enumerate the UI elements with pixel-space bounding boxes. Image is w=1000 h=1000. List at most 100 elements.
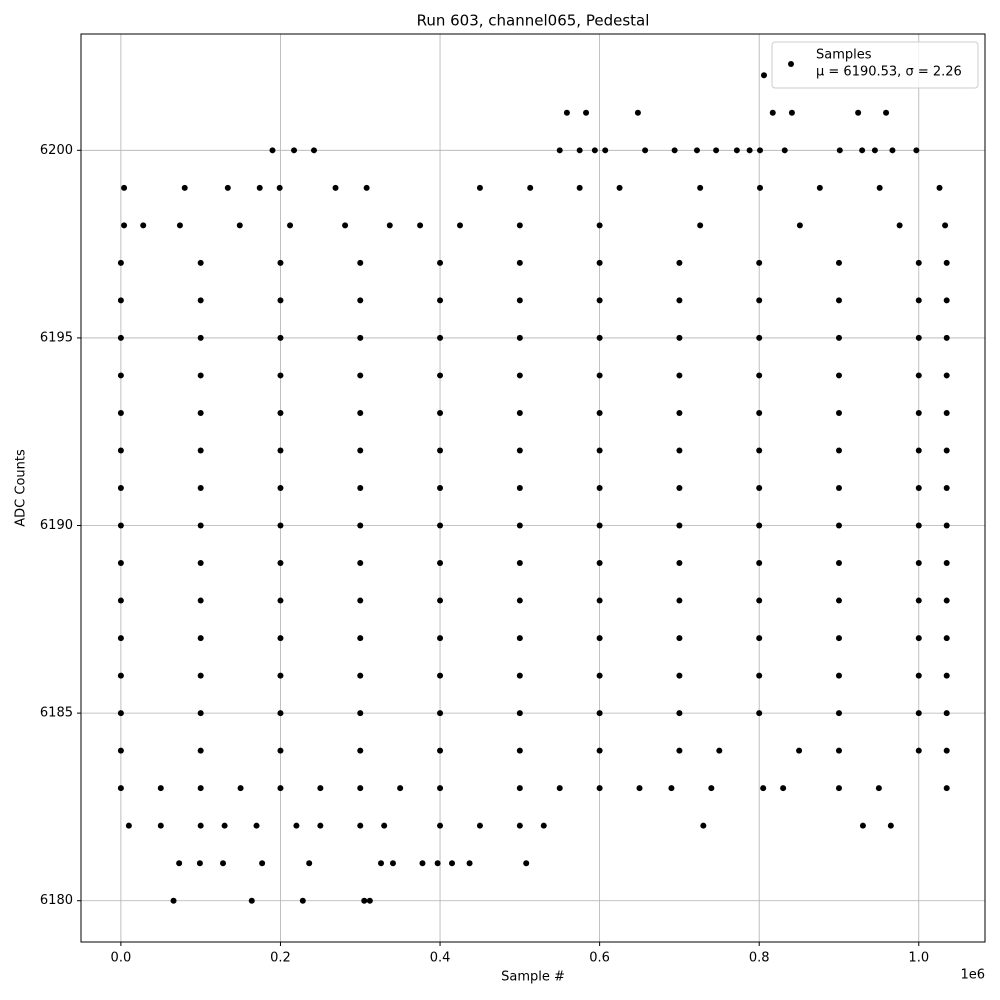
data-point	[596, 372, 603, 379]
x-tick-label: 0.6	[589, 951, 610, 966]
legend-box	[771, 41, 979, 89]
data-point	[596, 522, 603, 529]
data-point	[221, 822, 228, 829]
x-tick-label: 0.0	[111, 951, 132, 966]
data-point	[220, 860, 227, 867]
data-point	[197, 447, 204, 454]
data-point	[317, 785, 324, 792]
data-point	[466, 860, 473, 867]
data-point	[716, 747, 723, 754]
data-point	[943, 409, 950, 416]
data-point	[366, 897, 373, 904]
data-point	[310, 147, 317, 154]
data-point	[357, 672, 364, 679]
x-tick-label: 0.2	[270, 951, 291, 966]
data-point	[756, 560, 763, 567]
data-point	[676, 297, 683, 304]
data-point	[943, 297, 950, 304]
data-point	[342, 222, 349, 229]
data-point	[943, 560, 950, 567]
data-point	[253, 822, 260, 829]
data-point	[277, 409, 284, 416]
y-tick-label: 6190	[40, 518, 73, 533]
data-point	[636, 785, 643, 792]
data-point	[269, 147, 276, 154]
data-point	[676, 409, 683, 416]
data-point	[915, 297, 922, 304]
data-point	[583, 109, 590, 116]
data-point	[676, 334, 683, 341]
data-point	[708, 785, 715, 792]
y-tick-label: 6180	[40, 893, 73, 908]
data-point	[357, 334, 364, 341]
data-point	[700, 822, 707, 829]
data-point	[357, 635, 364, 642]
data-point	[516, 372, 523, 379]
data-point	[357, 522, 364, 529]
data-point	[943, 372, 950, 379]
data-point	[756, 672, 763, 679]
data-point	[437, 560, 444, 567]
data-point	[816, 184, 823, 191]
data-point	[476, 822, 483, 829]
data-point	[676, 635, 683, 642]
data-point	[437, 785, 444, 792]
data-point	[602, 147, 609, 154]
data-point	[596, 334, 603, 341]
data-point	[363, 184, 370, 191]
data-point	[835, 409, 842, 416]
data-point	[248, 897, 255, 904]
data-point	[117, 747, 124, 754]
data-point	[943, 522, 950, 529]
data-point	[756, 485, 763, 491]
data-point	[527, 184, 534, 191]
data-point	[576, 184, 583, 191]
data-point	[357, 747, 364, 754]
data-point	[357, 297, 364, 304]
data-point	[378, 860, 385, 867]
data-point	[361, 897, 368, 904]
data-point	[769, 109, 776, 116]
data-point	[835, 334, 842, 341]
data-point	[277, 672, 284, 679]
data-point	[117, 672, 124, 679]
data-point	[516, 259, 523, 266]
data-point	[456, 222, 463, 229]
data-point	[117, 785, 124, 792]
data-point	[835, 785, 842, 792]
data-point	[516, 485, 523, 491]
data-point	[943, 672, 950, 679]
data-point	[713, 147, 720, 154]
data-point	[449, 860, 456, 867]
data-point	[915, 485, 922, 491]
data-point	[676, 747, 683, 754]
data-point	[197, 259, 204, 266]
data-point	[516, 297, 523, 304]
data-point	[756, 259, 763, 266]
data-point	[616, 184, 623, 191]
data-point	[516, 409, 523, 416]
chart-title: Run 603, channel065, Pedestal	[417, 12, 650, 30]
data-point	[117, 409, 124, 416]
data-point	[357, 785, 364, 792]
data-point	[596, 560, 603, 567]
data-point	[259, 860, 266, 867]
data-point	[746, 147, 753, 154]
data-point	[397, 785, 404, 792]
data-point	[170, 897, 177, 904]
data-point	[357, 560, 364, 567]
data-point	[277, 710, 284, 717]
data-point	[943, 785, 950, 792]
data-point	[835, 747, 842, 754]
data-point	[197, 710, 204, 717]
data-point	[697, 184, 704, 191]
data-point	[936, 184, 943, 191]
data-point	[889, 147, 896, 154]
data-point	[516, 747, 523, 754]
data-point	[835, 485, 842, 491]
data-point	[516, 447, 523, 454]
data-point	[693, 147, 700, 154]
data-point	[756, 522, 763, 529]
data-point	[756, 635, 763, 642]
data-point	[197, 485, 204, 491]
